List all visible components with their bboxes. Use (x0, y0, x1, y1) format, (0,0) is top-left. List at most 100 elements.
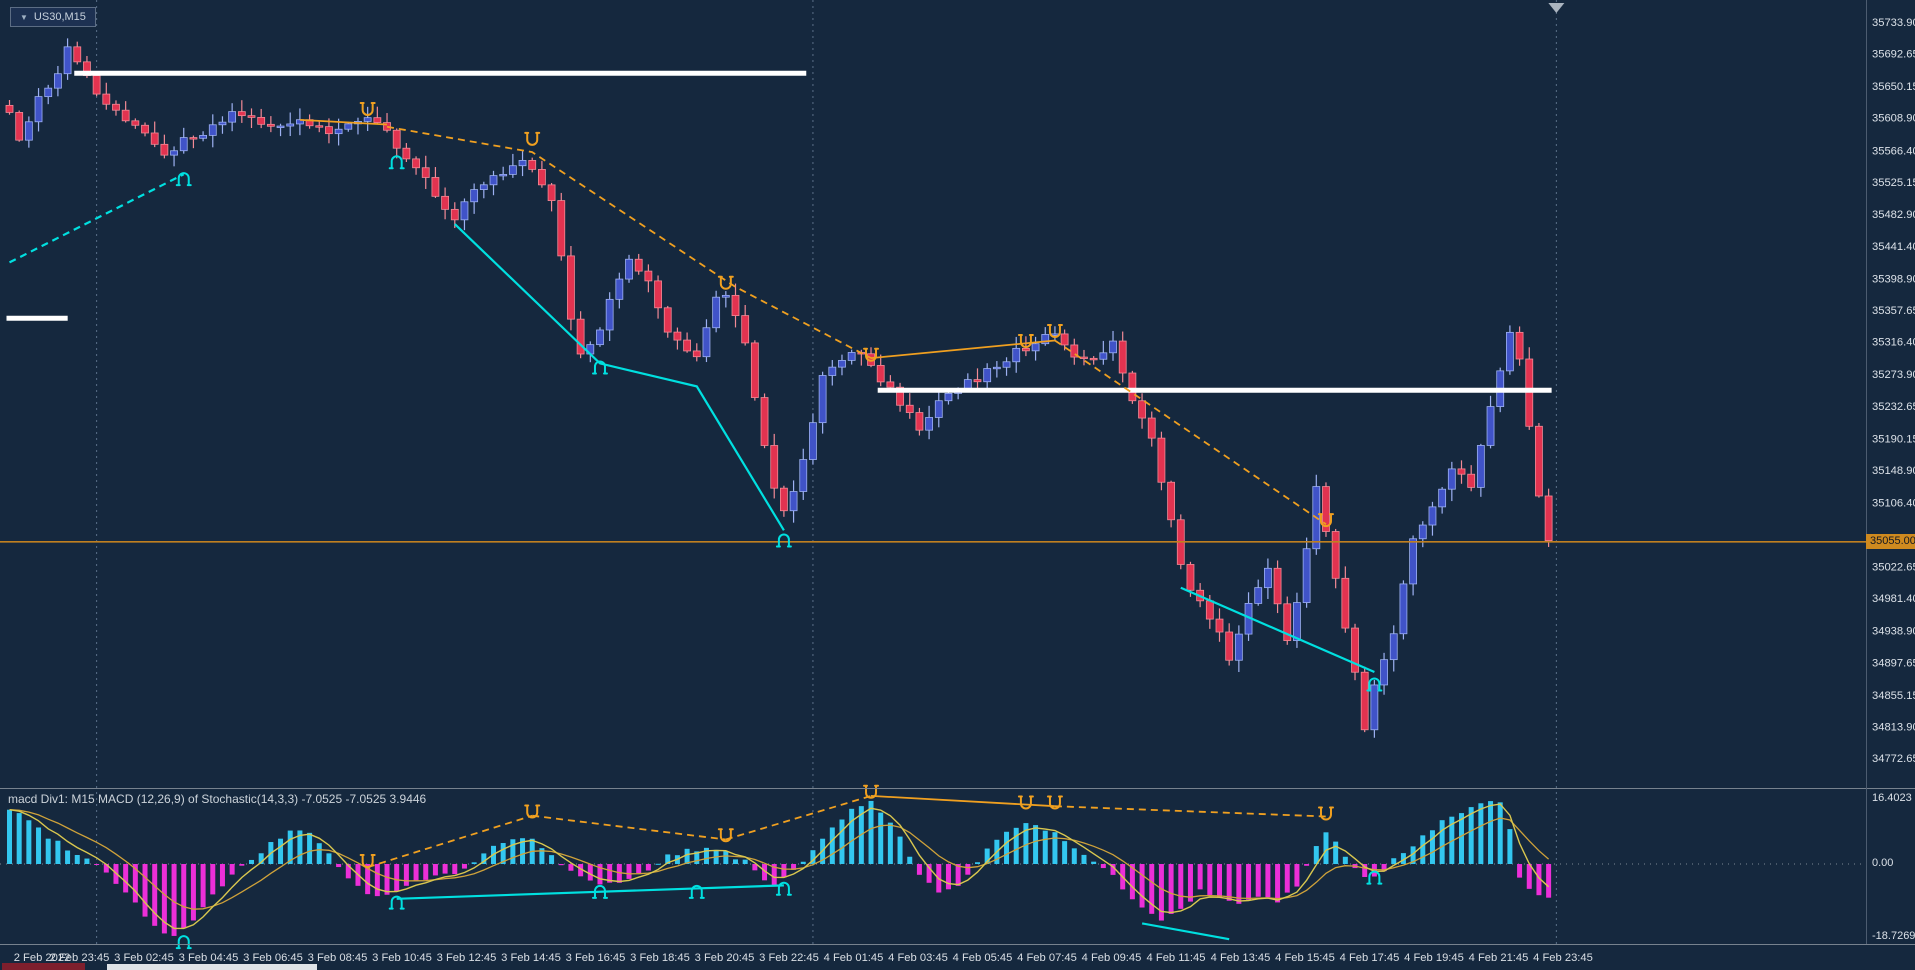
signal-marker-u-orange[interactable] (1317, 806, 1334, 821)
macd-bar-positive (1062, 841, 1068, 864)
macd-bar-positive (694, 851, 700, 864)
trendline-orange-dashed[interactable] (386, 125, 872, 359)
macd-bar-negative (229, 864, 235, 875)
candle-bearish (92, 75, 101, 95)
trendline-cyan-solid[interactable] (454, 223, 785, 531)
signal-marker-n-cyan[interactable] (591, 360, 608, 375)
signal-marker-u-orange[interactable] (524, 804, 541, 819)
trendline-orange-solid[interactable] (870, 795, 1055, 808)
trendline-orange-dashed[interactable] (1054, 805, 1327, 818)
macd-bar-positive (7, 809, 12, 864)
signal-marker-n-cyan[interactable] (388, 895, 405, 910)
symbol-selector[interactable]: ▼ US30,M15 (10, 7, 96, 27)
candle-bearish (1283, 603, 1292, 641)
candle-bullish (1254, 587, 1263, 604)
trendline-cyan-solid[interactable] (396, 884, 784, 900)
price-tick-label: 35106.40 (1872, 497, 1915, 509)
macd-bar-positive (684, 848, 690, 864)
signal-marker-u-orange[interactable] (1017, 795, 1034, 810)
signal-marker-n-cyan[interactable] (775, 533, 792, 548)
time-axis-label: 3 Feb 16:45 (566, 952, 626, 964)
price-tick-label: 35190.15 (1872, 433, 1915, 445)
macd-bar-negative (1275, 864, 1281, 903)
macd-bar-positive (65, 850, 71, 864)
signal-marker-u-orange[interactable] (359, 101, 376, 116)
macd-bar-positive (1033, 825, 1039, 864)
candle-bearish (1467, 473, 1476, 488)
macd-bar-negative (1149, 864, 1155, 914)
trendline-orange-solid[interactable] (870, 339, 1055, 359)
trendline-orange-solid[interactable] (299, 119, 388, 126)
candle-bullish (508, 165, 517, 175)
trendline-orange-dashed[interactable] (532, 814, 726, 841)
macd-bar-positive (868, 800, 874, 864)
macd-bar-negative (1304, 864, 1310, 866)
trendline-cyan-solid[interactable] (1180, 586, 1375, 674)
macd-bar-negative (1536, 864, 1542, 896)
signal-marker-n-cyan[interactable] (388, 155, 405, 170)
signal-marker-u-orange[interactable] (863, 347, 880, 362)
candle-bearish (538, 168, 546, 186)
trendline-cyan-dashed[interactable] (9, 173, 185, 264)
signal-marker-u-orange[interactable] (1317, 513, 1334, 528)
candle-bearish (886, 381, 895, 388)
time-axis-label: 4 Feb 03:45 (888, 952, 948, 964)
markers-layer (175, 101, 1383, 950)
signal-marker-n-cyan[interactable] (775, 881, 792, 896)
signal-marker-u-orange[interactable] (717, 828, 734, 843)
signal-marker-n-cyan[interactable] (175, 172, 192, 187)
signal-marker-n-cyan[interactable] (1366, 870, 1383, 885)
trendline-orange-dashed[interactable] (367, 814, 533, 869)
candle-bullish (1418, 524, 1427, 540)
signal-marker-n-cyan[interactable] (1366, 677, 1383, 692)
chart-shift-icon[interactable] (1548, 3, 1565, 13)
candle-bullish (63, 46, 72, 75)
candle-bullish (1370, 684, 1379, 731)
signal-marker-n-cyan[interactable] (688, 884, 705, 899)
candle-bearish (1535, 425, 1543, 497)
price-tick-label: 35650.15 (1872, 81, 1915, 93)
trendline-cyan-solid[interactable] (1141, 922, 1230, 941)
candle-bullish (789, 491, 798, 512)
signal-marker-u-orange[interactable] (524, 131, 541, 146)
signal-marker-u-orange[interactable] (863, 784, 880, 799)
macd-bar-negative (374, 864, 380, 897)
trendline-orange-dashed[interactable] (1054, 339, 1327, 525)
price-tick-label: 34813.90 (1872, 721, 1915, 733)
macd-bar-positive (665, 854, 671, 864)
signal-marker-n-cyan[interactable] (175, 935, 192, 950)
trendline-orange-dashed[interactable] (725, 795, 872, 841)
signal-marker-n-cyan[interactable] (591, 884, 608, 899)
trendlines-layer (9, 119, 1375, 941)
macd-bar-positive (258, 853, 264, 864)
macd-bar-negative (558, 864, 564, 866)
signal-marker-u-orange[interactable] (717, 275, 734, 290)
macd-bar-positive (1507, 829, 1513, 864)
signal-marker-u-orange[interactable] (1046, 324, 1063, 338)
candle-bearish (1157, 437, 1166, 483)
candle-bullish (24, 121, 33, 141)
candle-bearish (876, 365, 885, 383)
signal-marker-u-orange[interactable] (1046, 795, 1063, 810)
candle-bearish (1322, 486, 1330, 532)
signal-marker-u-orange[interactable] (1017, 333, 1034, 348)
macd-bar-positive (1488, 801, 1494, 864)
macd-bar-positive (316, 843, 322, 864)
candle-bearish (1457, 468, 1466, 475)
macd-bar-negative (1207, 864, 1213, 895)
candle-bearish (1128, 372, 1137, 402)
levels-layer (0, 70, 1866, 543)
macd-bar-positive (84, 858, 90, 864)
candle-bearish (257, 116, 266, 125)
time-axis-label: 2 Feb 2022 (14, 952, 71, 964)
candle-bullish (615, 278, 624, 300)
signal-marker-u-orange[interactable] (359, 854, 376, 868)
macd-bar-positive (520, 838, 526, 864)
macd-bar-negative (219, 864, 225, 887)
candle-bearish (1351, 627, 1359, 673)
macd-bar-negative (103, 864, 109, 873)
macd-bar-negative (587, 864, 593, 881)
candle-bullish (799, 459, 808, 492)
macd-bar-positive (1071, 848, 1077, 864)
